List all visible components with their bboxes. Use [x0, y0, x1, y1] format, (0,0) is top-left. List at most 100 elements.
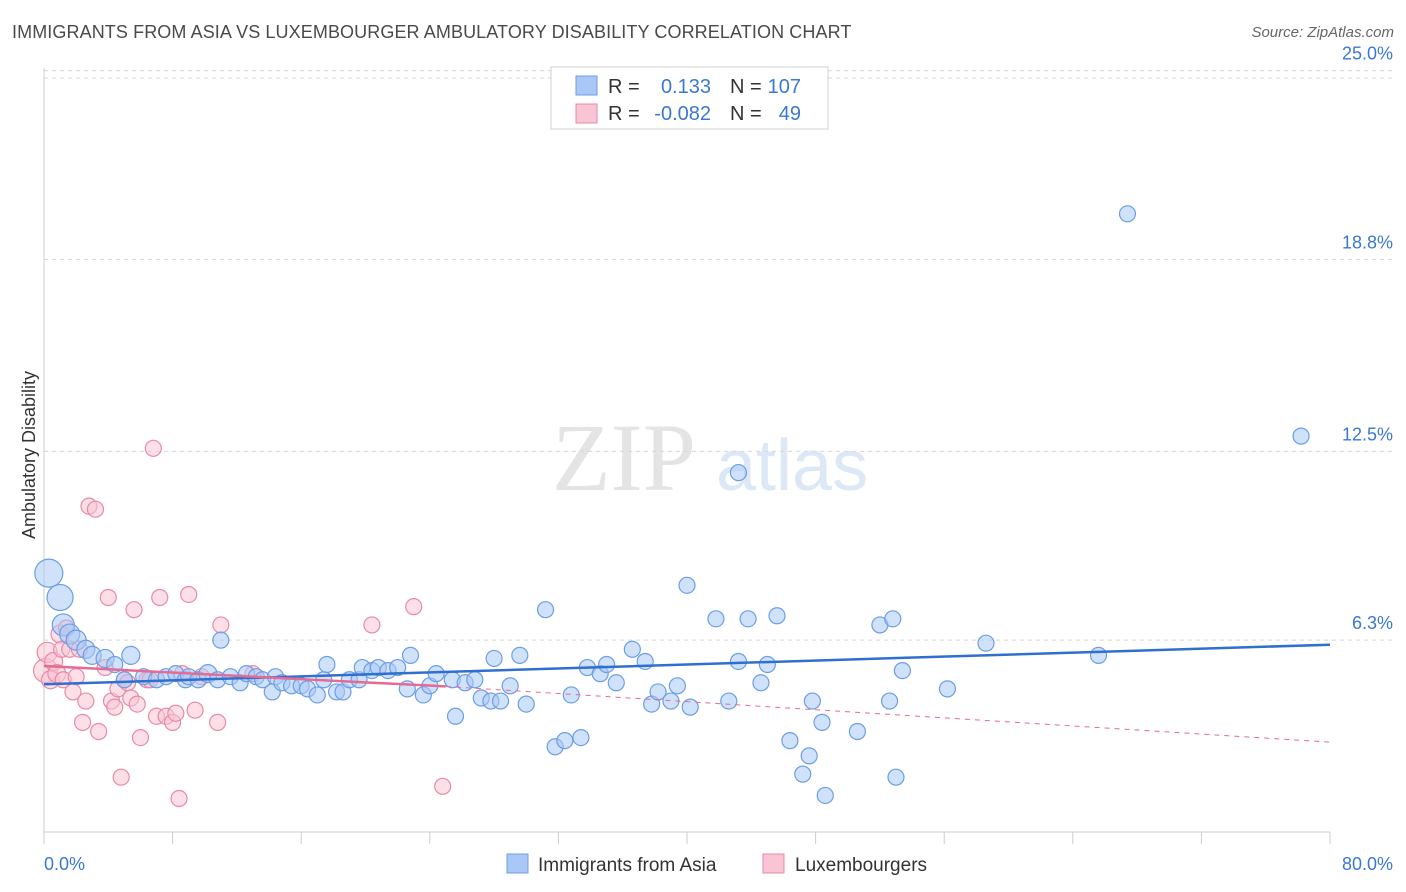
data-point [977, 634, 995, 652]
data-point [170, 789, 188, 808]
trend-lines [43, 643, 1331, 743]
y-tick-label: 25.0% [1342, 44, 1393, 64]
data-point [90, 722, 108, 741]
trend-line-immigrants-from-asia [43, 643, 1331, 686]
watermark-zip: ZIP [552, 404, 696, 511]
data-point [318, 655, 336, 674]
data-point [848, 722, 866, 741]
chart-title: IMMIGRANTS FROM ASIA VS LUXEMBOURGER AMB… [12, 22, 852, 42]
legend-r-label-2: R = [608, 103, 640, 125]
y-tick-label: 6.3% [1352, 613, 1393, 633]
y-tick-label: 18.8% [1342, 232, 1393, 252]
legend-n-value-1: 107 [768, 76, 801, 98]
data-point [720, 692, 738, 710]
legend-r-value-1: 0.133 [661, 76, 711, 98]
legend-swatch-blue [575, 75, 598, 96]
legend-swatch-pink [575, 103, 598, 124]
data-point [794, 765, 812, 783]
correlation-legend: R = 0.133 N = 107 R = -0.082 N = 49 [550, 66, 829, 130]
data-point [739, 610, 757, 628]
data-point [884, 610, 902, 628]
data-point [511, 646, 529, 664]
legend-r-label-1: R = [608, 76, 640, 98]
bottom-legend-swatch-blue [506, 853, 529, 874]
data-point [86, 500, 105, 518]
data-point [707, 610, 725, 628]
data-point [308, 686, 326, 704]
data-point [73, 713, 92, 731]
series-luxembourgers [33, 439, 452, 808]
data-point [212, 616, 230, 634]
series-legend: Immigrants from Asia Luxembourgers [506, 853, 927, 876]
data-point [363, 616, 381, 634]
data-point [112, 768, 130, 786]
data-point [517, 695, 535, 713]
data-point [151, 588, 169, 607]
data-point [106, 698, 124, 716]
data-point [1118, 205, 1137, 223]
x-axis-ticks [43, 832, 1331, 844]
data-point [758, 655, 776, 674]
data-point [768, 607, 786, 625]
source-label: Source: ZipAtlas.com [1251, 24, 1394, 41]
x-tick-label-max: 80.0% [1342, 854, 1393, 874]
data-point [1089, 646, 1108, 664]
data-point [781, 732, 799, 750]
data-point [1292, 427, 1310, 445]
data-point [536, 601, 555, 619]
legend-n-value-2: 49 [779, 103, 801, 125]
x-tick-label-min: 0.0% [44, 854, 85, 874]
data-point [729, 652, 748, 671]
bottom-legend-label-blue: Immigrants from Asia [538, 855, 717, 876]
data-point [816, 786, 834, 805]
data-point [681, 698, 699, 716]
data-point [752, 674, 770, 692]
data-point [800, 747, 818, 765]
legend-r-value-2: -0.082 [654, 103, 711, 125]
data-point [405, 598, 423, 616]
data-point [803, 692, 821, 710]
data-point [678, 576, 696, 594]
gridlines [44, 70, 1393, 641]
data-point [131, 728, 150, 747]
data-point [668, 677, 686, 695]
bottom-legend-swatch-pink [762, 853, 785, 874]
data-point [180, 585, 198, 604]
data-point [893, 661, 912, 680]
data-point [167, 704, 185, 722]
y-tick-label: 12.5% [1342, 424, 1393, 444]
data-point [209, 713, 227, 731]
bottom-legend-label-pink: Luxembourgers [795, 855, 927, 876]
data-point [887, 768, 905, 786]
data-point [99, 588, 117, 607]
data-point [598, 655, 616, 674]
data-point [121, 645, 141, 665]
data-point [212, 631, 230, 649]
data-point [938, 680, 957, 698]
data-point [34, 558, 64, 588]
data-point [556, 732, 574, 750]
data-point [46, 583, 74, 612]
y-axis-title: Ambulatory Disability [19, 371, 39, 539]
watermark: ZIP atlas [552, 404, 868, 511]
data-point [115, 671, 133, 689]
y-axis-tick-labels: 6.3% 12.5% 18.8% 25.0% [1342, 44, 1393, 633]
data-point [389, 658, 407, 677]
data-point [401, 646, 420, 664]
trend-line-luxembourgers [43, 664, 446, 688]
data-point [623, 640, 641, 658]
data-point [186, 701, 204, 719]
data-point [466, 671, 484, 689]
data-point [729, 464, 748, 482]
data-point [485, 649, 503, 668]
legend-n-label-1: N = [730, 76, 762, 98]
data-point [607, 674, 625, 692]
data-point [434, 777, 452, 795]
data-point [144, 439, 162, 457]
data-point [491, 692, 510, 710]
data-point [813, 713, 831, 731]
data-point [572, 728, 590, 747]
data-point [128, 695, 146, 713]
trend-line-luxembourgers-extended [445, 685, 1331, 743]
